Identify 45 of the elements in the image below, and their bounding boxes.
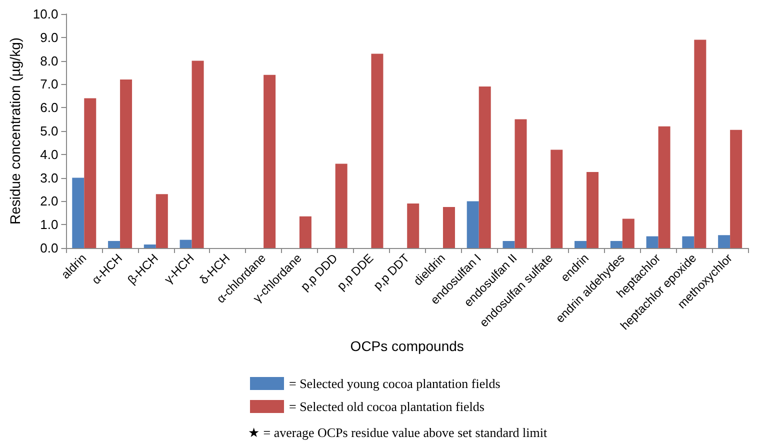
bar bbox=[156, 194, 168, 248]
bar bbox=[84, 98, 96, 248]
y-tick-label: 6.0 bbox=[40, 100, 58, 116]
bar bbox=[718, 235, 730, 248]
bar bbox=[144, 244, 156, 248]
bar bbox=[610, 240, 622, 248]
bar bbox=[658, 126, 670, 248]
bar bbox=[586, 172, 599, 248]
y-tick-label: 1.0 bbox=[40, 217, 58, 232]
legend-label: = Selected young cocoa plantation fields bbox=[289, 376, 500, 391]
y-tick-label: 4.0 bbox=[40, 146, 58, 162]
y-tick-label: 9.0 bbox=[40, 30, 58, 45]
bar bbox=[502, 240, 515, 248]
bar bbox=[466, 201, 479, 248]
bar bbox=[264, 74, 276, 248]
bar bbox=[694, 40, 706, 248]
bar bbox=[622, 218, 634, 248]
bar bbox=[682, 236, 694, 248]
bar bbox=[730, 130, 742, 248]
bar bbox=[180, 240, 192, 248]
bar bbox=[120, 80, 132, 248]
y-axis-title: Residue concentration (µg/kg) bbox=[7, 37, 23, 225]
bar bbox=[192, 60, 204, 248]
bar bbox=[550, 150, 563, 248]
bar bbox=[371, 54, 384, 248]
y-tick-label: 3.0 bbox=[40, 170, 58, 186]
bar bbox=[72, 178, 84, 248]
x-axis-title: OCPs compounds bbox=[350, 338, 464, 354]
bar bbox=[442, 207, 455, 248]
y-tick-label: 7.0 bbox=[40, 76, 58, 92]
y-tick-label: 10.0 bbox=[32, 6, 58, 22]
y-tick-label: 2.0 bbox=[40, 194, 58, 209]
y-tick-label: 0.0 bbox=[40, 240, 58, 256]
bar bbox=[514, 119, 527, 248]
bar bbox=[646, 236, 658, 248]
y-tick-label: 8.0 bbox=[40, 53, 58, 68]
bar bbox=[335, 164, 348, 248]
y-tick-label: 5.0 bbox=[40, 124, 58, 138]
text: ★ = average OCPs residue value above set standard limit bbox=[248, 425, 548, 440]
bar bbox=[108, 240, 120, 248]
bar bbox=[478, 86, 491, 248]
legend-label: = Selected old cocoa plantation fields bbox=[289, 399, 484, 414]
bar bbox=[407, 204, 420, 248]
bar bbox=[299, 216, 312, 248]
bar bbox=[574, 240, 587, 248]
